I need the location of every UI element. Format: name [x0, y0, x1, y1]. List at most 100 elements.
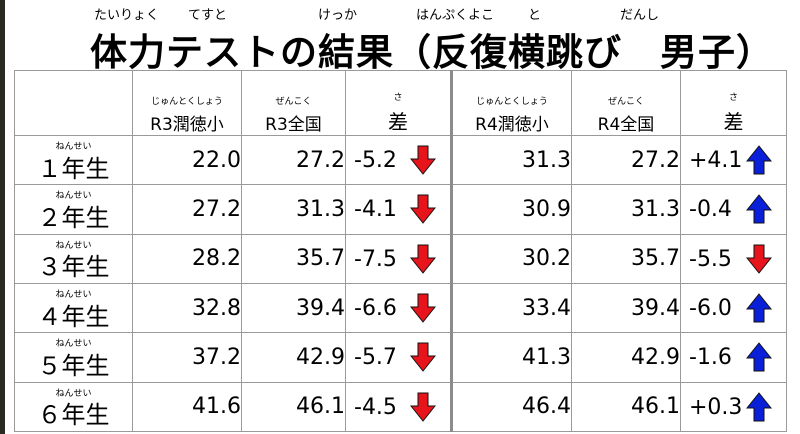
- down-arrow-icon: [409, 391, 437, 423]
- grade-cell: ねんせい ６年生: [14, 381, 133, 433]
- r4-national-value: 31.3: [571, 184, 681, 235]
- grade-cell: ねんせい ４年生: [14, 282, 133, 334]
- up-arrow-icon: [745, 292, 773, 324]
- r3-diff-cell: -5.2: [345, 134, 453, 186]
- table-row: ねんせい ４年生 32.8 39.4 -6.6 33.4 39.4 -6.0: [14, 282, 787, 334]
- grade-ruby: ねんせい: [55, 240, 92, 251]
- r4-national-value: 46.1: [571, 381, 681, 433]
- grade-cell: ねんせい ２年生: [14, 184, 133, 235]
- left-edge-bar: [0, 0, 5, 434]
- r4-national-value: 42.9: [571, 332, 681, 383]
- results-table: じゅんとくしょう R3潤徳小 ぜんこく R3全国 さ 差 じゅんとくしょう R4…: [14, 70, 787, 433]
- header-label: R4潤徳小: [475, 115, 549, 135]
- title-ruby: だんし: [620, 8, 660, 23]
- r4-diff-value: -5.5: [689, 246, 732, 272]
- r4-diff-cell: +4.1: [680, 134, 787, 186]
- r3-school-value: 22.0: [132, 134, 242, 186]
- header-label: 差: [388, 110, 408, 134]
- r4-school-value: 30.2: [451, 233, 572, 284]
- r3-diff-cell: -4.5: [345, 381, 453, 433]
- down-arrow-icon: [409, 144, 437, 176]
- r3-diff-value: -4.5: [354, 394, 397, 420]
- r3-diff-value: -6.6: [354, 295, 397, 321]
- title-ruby-line: たいりょく てすと けっか はんぷくよこ と だんし: [60, 4, 740, 23]
- table-row: ねんせい ６年生 41.6 46.1 -4.5 46.4 46.1 +0.3: [14, 381, 787, 433]
- r4-diff-value: -0.4: [689, 197, 732, 223]
- r4-national-value: 27.2: [571, 134, 681, 186]
- r3-diff-value: -5.7: [354, 345, 397, 371]
- title-ruby: はんぷくよこ: [416, 8, 495, 23]
- grade-cell: ねんせい ５年生: [14, 332, 133, 383]
- r4-diff-cell: -6.0: [680, 282, 787, 334]
- grade-ruby: ねんせい: [55, 191, 92, 202]
- r3-national-value: 42.9: [241, 332, 346, 383]
- r3-diff-value: -4.1: [354, 197, 397, 223]
- r3-national-value: 39.4: [241, 282, 346, 334]
- grade-label: ４年生: [37, 302, 110, 331]
- header-label: R3潤徳小: [150, 115, 224, 135]
- title-ruby: けっか: [318, 8, 358, 23]
- r3-national-value: 46.1: [241, 381, 346, 433]
- r4-school-value: 31.3: [451, 134, 572, 186]
- r3-diff-cell: -5.7: [345, 332, 453, 383]
- header-r3-school: じゅんとくしょう R3潤徳小: [132, 70, 242, 136]
- r4-diff-cell: -1.6: [680, 332, 787, 383]
- grade-label: ５年生: [37, 351, 110, 380]
- r3-national-value: 27.2: [241, 134, 346, 186]
- r3-diff-value: -7.5: [354, 246, 397, 272]
- page-title: 体力テストの結果（反復横跳び 男子）: [90, 31, 774, 74]
- r3-school-value: 41.6: [132, 381, 242, 433]
- grade-ruby: ねんせい: [55, 388, 92, 399]
- r4-diff-cell: -0.4: [680, 184, 787, 235]
- r3-school-value: 37.2: [132, 332, 242, 383]
- grade-label: １年生: [37, 154, 110, 183]
- grade-label: ２年生: [37, 203, 110, 232]
- grade-cell: ねんせい ３年生: [14, 233, 133, 284]
- header-ruby: じゅんとくしょう: [151, 97, 223, 107]
- r4-diff-cell: -5.5: [680, 233, 787, 284]
- header-ruby: ぜんこく: [607, 97, 644, 107]
- table-body: ねんせい １年生 22.0 27.2 -5.2 31.3 27.2 +4.1 ねんせい ２年生 27…: [14, 134, 787, 433]
- grade-ruby: ねんせい: [55, 142, 92, 152]
- grade-ruby: ねんせい: [55, 339, 92, 350]
- title-ruby: と: [528, 8, 542, 23]
- up-arrow-icon: [745, 391, 773, 423]
- r4-national-value: 35.7: [571, 233, 681, 284]
- table-row: ねんせい ３年生 28.2 35.7 -7.5 30.2 35.7 -5.5: [14, 233, 787, 284]
- table-row: ねんせい ５年生 37.2 42.9 -5.7 41.3 42.9 -1.6: [14, 332, 787, 383]
- down-arrow-icon: [409, 341, 437, 373]
- r4-diff-value: +4.1: [689, 148, 743, 173]
- title-ruby: てすと: [188, 8, 228, 23]
- r3-diff-cell: -6.6: [345, 282, 453, 334]
- header-r4-school: じゅんとくしょう R4潤徳小: [451, 70, 572, 136]
- r4-national-value: 39.4: [571, 282, 681, 334]
- header-label: R3全国: [265, 115, 322, 135]
- r4-school-value: 33.4: [451, 282, 572, 334]
- down-arrow-icon: [409, 292, 437, 324]
- header-ruby: じゅんとくしょう: [476, 97, 548, 107]
- grade-ruby: ねんせい: [55, 289, 92, 300]
- grade-cell: ねんせい １年生: [14, 134, 133, 186]
- header-grade-cell: [14, 70, 133, 136]
- r4-diff-cell: +0.3: [680, 381, 787, 433]
- down-arrow-icon: [409, 243, 437, 275]
- header-ruby: さ: [393, 93, 403, 103]
- header-r4-national: ぜんこく R4全国: [571, 70, 681, 136]
- r4-school-value: 30.9: [451, 184, 572, 235]
- down-arrow-icon: [409, 193, 437, 225]
- r3-school-value: 27.2: [132, 184, 242, 235]
- r3-diff-cell: -4.1: [345, 184, 453, 235]
- table-row: ねんせい ２年生 27.2 31.3 -4.1 30.9 31.3 -0.4: [14, 184, 787, 235]
- r4-diff-value: +0.3: [689, 394, 743, 420]
- header-label: R4全国: [597, 115, 655, 135]
- r4-diff-value: -1.6: [689, 345, 732, 371]
- header-r3-national: ぜんこく R3全国: [241, 70, 346, 136]
- r3-diff-cell: -7.5: [345, 233, 453, 284]
- grade-label: ６年生: [37, 401, 110, 430]
- up-arrow-icon: [745, 193, 773, 225]
- header-ruby: さ: [728, 93, 738, 103]
- r4-school-value: 46.4: [451, 381, 572, 433]
- up-arrow-icon: [745, 144, 773, 176]
- table-row: ねんせい １年生 22.0 27.2 -5.2 31.3 27.2 +4.1: [14, 134, 787, 186]
- header-row: じゅんとくしょう R3潤徳小 ぜんこく R3全国 さ 差 じゅんとくしょう R4…: [14, 70, 787, 136]
